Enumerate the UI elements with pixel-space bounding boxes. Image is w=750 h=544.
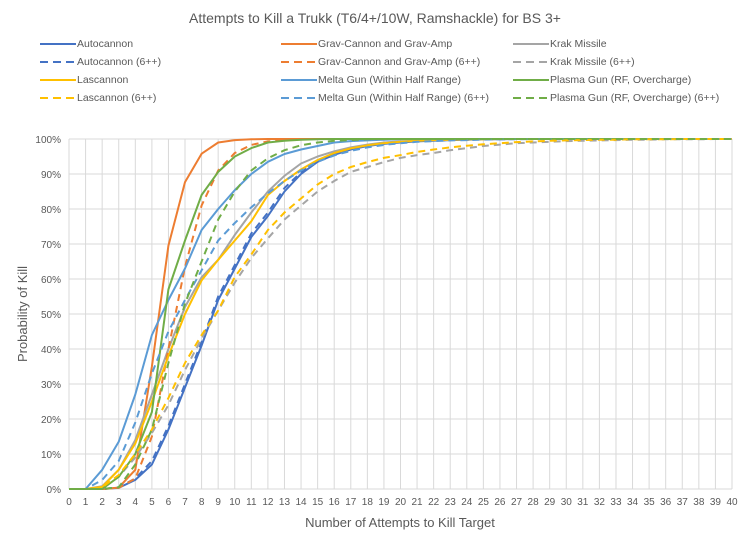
x-tick-label: 15 [312,497,324,508]
x-tick-label: 40 [726,497,738,508]
y-tick-label: 40% [41,345,61,356]
legend-item-krak: Krak Missile [513,37,607,51]
legend-label: Krak Missile [550,38,607,50]
y-axis-title: Probability of Kill [15,266,30,362]
legend-swatch-lascannon [40,79,76,81]
chart-title: Attempts to Kill a Trukk (T6/4+/10W, Ram… [189,10,561,26]
x-tick-label: 16 [329,497,341,508]
x-axis-title: Number of Attempts to Kill Target [305,515,495,530]
legend-label: Melta Gun (Within Half Range) [318,74,461,86]
x-axis-ticks: 0 1 2 3 4 5 6 7 8 9 10 11 12 13 14 15 16 17 18 19 20 21 22 23 24… [66,497,738,508]
y-tick-label: 90% [41,170,61,181]
y-tick-label: 100% [35,135,61,146]
gridlines [68,138,733,490]
y-tick-label: 30% [41,380,61,391]
x-tick-label: 18 [362,497,374,508]
y-tick-label: 80% [41,205,61,216]
x-tick-label: 13 [279,497,291,508]
x-tick-label: 0 [66,497,72,508]
x-tick-label: 25 [478,497,490,508]
legend-item-grav: Grav-Cannon and Grav-Amp [281,37,452,51]
legend-item-lascannon: Lascannon [40,73,128,87]
x-tick-label: 31 [577,497,589,508]
x-tick-label: 34 [627,497,639,508]
legend-item-lascannon-6pp: Lascannon (6++) [40,91,156,105]
legend-item-plasma: Plasma Gun (RF, Overcharge) [513,73,691,87]
x-tick-label: 11 [246,497,257,508]
legend-label: Lascannon (6++) [77,92,157,104]
series-line-krak-6pp [69,138,732,490]
x-tick-label: 6 [166,497,172,508]
legend-swatch-melta-6pp [281,97,317,99]
legend-label: Grav-Cannon and Grav-Amp (6++) [318,56,481,68]
x-tick-label: 12 [262,497,274,508]
y-tick-label: 10% [41,450,61,461]
legend-swatch-krak [513,43,549,45]
x-tick-label: 32 [594,497,606,508]
y-tick-label: 20% [41,415,61,426]
x-tick-label: 24 [461,497,473,508]
x-tick-label: 30 [561,497,573,508]
x-tick-label: 7 [182,497,188,508]
x-tick-label: 9 [215,497,221,508]
legend-item-autocannon: Autocannon [40,37,133,51]
legend-label: Autocannon (6++) [77,56,162,68]
x-tick-label: 35 [644,497,656,508]
legend-label: Lascannon [77,74,129,86]
x-tick-label: 37 [677,497,689,508]
legend-label: Grav-Cannon and Grav-Amp [318,38,453,50]
x-tick-label: 28 [528,497,540,508]
legend-swatch-autocannon-6pp [40,61,76,63]
x-tick-label: 19 [378,497,390,508]
legend-swatch-plasma [513,79,549,81]
series-line-plasma-6pp [69,138,732,490]
legend-swatch-krak-6pp [513,61,549,63]
legend-swatch-grav-6pp [281,61,317,63]
legend-label: Plasma Gun (RF, Overcharge) [550,74,692,86]
series-line-lascannon-6pp [69,138,732,490]
legend-item-melta-6pp: Melta Gun (Within Half Range) (6++) [281,91,489,105]
x-tick-label: 36 [660,497,672,508]
legend-swatch-plasma-6pp [513,97,549,99]
y-tick-label: 50% [41,310,61,321]
x-tick-label: 27 [511,497,523,508]
legend-item-krak-6pp: Krak Missile (6++) [513,55,635,69]
legend-item-melta: Melta Gun (Within Half Range) [281,73,461,87]
legend-item-grav-6pp: Grav-Cannon and Grav-Amp (6++) [281,55,480,69]
legend-label: Plasma Gun (RF, Overcharge) (6++) [550,92,720,104]
y-tick-label: 70% [41,240,61,251]
legend-label: Autocannon [77,38,134,50]
legend-label: Krak Missile (6++) [550,56,635,68]
legend-swatch-grav [281,43,317,45]
series-lines [69,138,732,490]
x-tick-label: 3 [116,497,122,508]
x-tick-label: 17 [345,497,357,508]
x-tick-label: 38 [693,497,705,508]
x-tick-label: 2 [99,497,105,508]
x-tick-label: 22 [428,497,440,508]
x-tick-label: 29 [544,497,556,508]
y-tick-label: 60% [41,275,61,286]
y-axis-ticks: 0% 10% 20% 30% 40% 50% 60% 70% 80% 90% 100% [35,135,61,496]
x-tick-label: 14 [295,497,307,508]
x-tick-label: 26 [494,497,506,508]
x-tick-label: 23 [445,497,457,508]
legend-item-plasma-6pp: Plasma Gun (RF, Overcharge) (6++) [513,91,719,105]
y-tick-label: 0% [47,485,62,496]
x-tick-label: 4 [133,497,139,508]
x-tick-label: 20 [395,497,407,508]
legend-swatch-autocannon [40,43,76,45]
x-tick-label: 1 [83,497,89,508]
x-tick-label: 33 [610,497,622,508]
x-tick-label: 10 [229,497,241,508]
legend-swatch-lascannon-6pp [40,97,76,99]
x-tick-label: 8 [199,497,205,508]
legend-label: Melta Gun (Within Half Range) (6++) [318,92,489,104]
legend-item-autocannon-6pp: Autocannon (6++) [40,55,161,69]
x-tick-label: 5 [149,497,155,508]
x-tick-label: 39 [710,497,722,508]
legend-swatch-melta [281,79,317,81]
x-tick-label: 21 [412,497,424,508]
